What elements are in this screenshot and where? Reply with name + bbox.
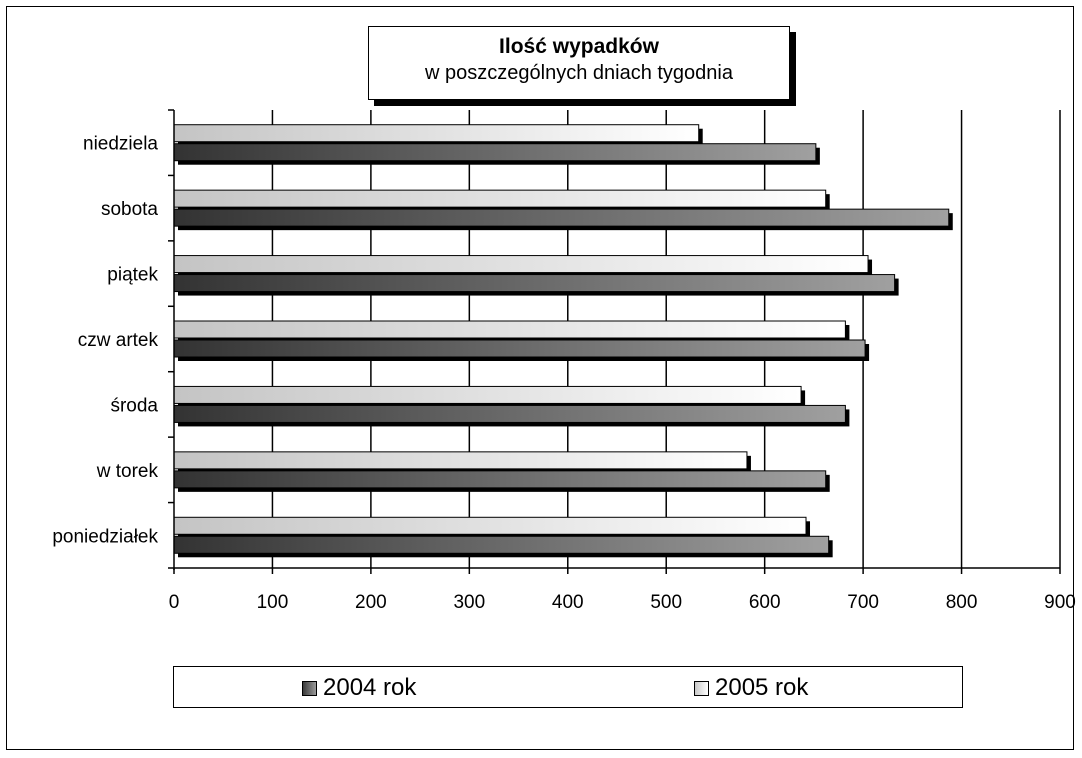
bar-2004-3 [173, 339, 866, 358]
bar-2005-5 [173, 189, 827, 208]
bar-2004-0 [173, 535, 830, 554]
x-tick-label-200: 200 [355, 592, 387, 613]
legend: 2004 rok 2005 rok [173, 666, 963, 708]
bar-2005-1 [173, 451, 748, 470]
x-tick-label-800: 800 [946, 592, 978, 613]
chart-title: Ilość wypadków [499, 35, 659, 58]
bar-2005-0 [173, 516, 807, 535]
x-tick-label-700: 700 [847, 592, 879, 613]
category-label-3: czw artek [78, 330, 159, 351]
bar-2004-1 [173, 470, 827, 489]
legend-label-2005: 2005 rok [715, 674, 809, 701]
x-tick-label-900: 900 [1044, 592, 1076, 613]
bar-2005-2 [173, 385, 802, 404]
legend-item-2004: 2004 rok [302, 674, 416, 702]
legend-item-2005: 2005 rok [694, 674, 808, 702]
x-tick-label-100: 100 [257, 592, 289, 613]
x-tick-label-0: 0 [169, 592, 180, 613]
category-label-4: piątek [107, 265, 158, 286]
category-label-6: niedziela [83, 134, 158, 155]
bar-2004-6 [173, 143, 817, 162]
legend-swatch-2004 [302, 680, 317, 696]
legend-label-2004: 2004 rok [323, 674, 417, 701]
category-label-0: poniedziałek [52, 526, 158, 547]
x-tick-label-600: 600 [749, 592, 781, 613]
x-tick-label-300: 300 [453, 592, 485, 613]
x-tick-label-500: 500 [650, 592, 682, 613]
category-label-1: w torek [96, 461, 159, 482]
bar-2004-2 [173, 404, 846, 423]
bar-2004-4 [173, 274, 896, 293]
bar-2005-6 [173, 124, 700, 143]
bar-2005-4 [173, 255, 869, 274]
x-tick-label-400: 400 [552, 592, 584, 613]
chart-title-box: Ilość wypadków w poszczególnych dniach t… [368, 26, 790, 100]
bar-2005-3 [173, 320, 846, 339]
legend-swatch-2005 [694, 680, 709, 696]
category-label-2: środa [110, 395, 158, 416]
category-label-5: sobota [101, 199, 158, 220]
bar-2004-5 [173, 208, 950, 227]
chart-subtitle: w poszczególnych dniach tygodnia [425, 62, 733, 84]
